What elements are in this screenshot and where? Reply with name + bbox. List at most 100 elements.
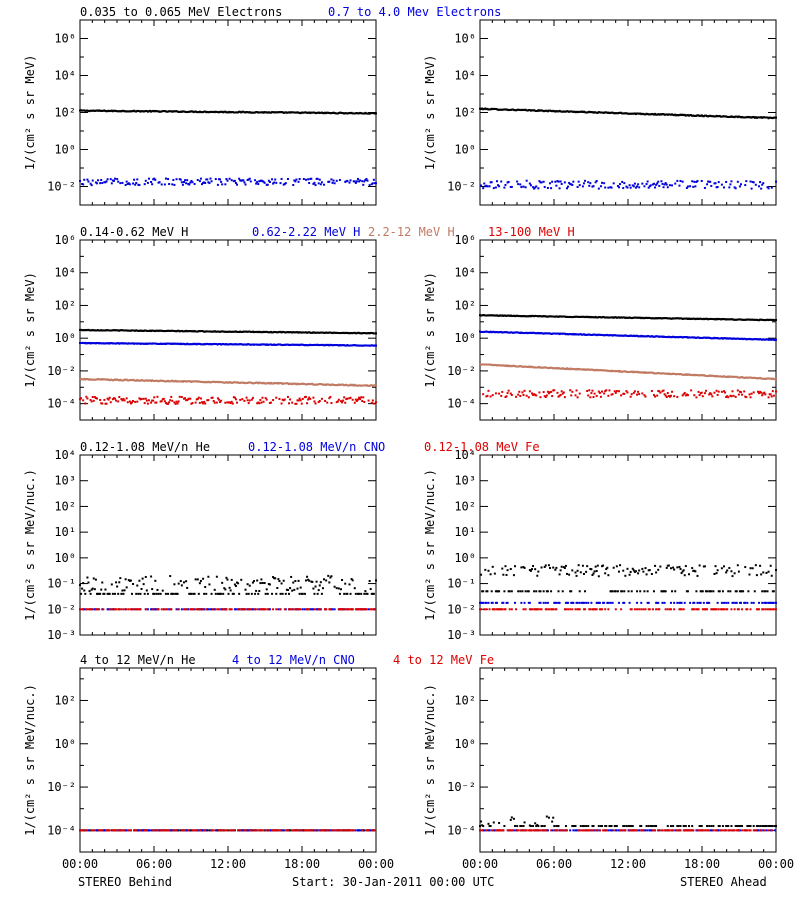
data-point [596,333,599,336]
data-point [537,109,540,112]
data-point [608,370,611,373]
data-point [342,331,345,334]
data-point [536,366,539,369]
data-point [286,343,289,346]
data-point [268,331,271,334]
data-point [330,829,333,832]
data-point [250,111,253,114]
data-point [98,378,101,381]
data-point [601,369,604,372]
data-point [275,331,278,334]
data-point [209,381,212,384]
data-point [289,829,292,832]
data-point [708,393,711,396]
data-point [754,377,757,380]
data-point [122,592,125,595]
data-point [186,399,189,402]
data-point [339,344,342,347]
data-point [191,181,194,184]
data-point [134,829,137,832]
data-point [193,343,196,346]
data-point [104,342,107,345]
data-point [310,580,313,583]
data-point [667,395,670,398]
data-point [764,319,767,322]
data-point [155,592,158,595]
data-point [205,330,208,333]
data-point [560,315,563,318]
data-point [546,110,549,113]
data-point [202,330,205,333]
data-point [762,392,765,395]
data-point [170,329,173,332]
data-point [364,608,367,611]
data-point [491,601,494,604]
data-point [165,110,168,113]
data-point [686,394,689,397]
data-point [671,113,674,116]
data-point [576,185,579,188]
data-point [613,112,616,115]
data-point [86,178,89,181]
data-point [484,568,487,571]
data-point [228,586,231,589]
data-point [180,343,183,346]
data-point [545,315,548,318]
data-point [693,180,696,183]
data-point [363,400,366,403]
data-point [263,382,266,385]
data-point [277,111,280,114]
data-point [208,829,211,832]
data-point [342,344,345,347]
data-point [564,564,567,567]
data-point [728,566,731,569]
data-point [216,330,219,333]
data-point [586,316,589,319]
data-point [337,344,340,347]
data-point [275,343,278,346]
data-point [771,590,774,593]
data-point [290,331,293,334]
data-point [643,317,646,320]
data-point [141,329,144,332]
series-black-0 [79,574,377,595]
data-point [111,110,114,113]
data-point [743,390,746,393]
data-point [220,829,223,832]
data-point [498,392,501,395]
data-point [121,329,124,332]
data-point [494,331,497,334]
data-point [337,383,340,386]
data-point [611,111,614,114]
data-point [105,180,108,183]
data-point [701,395,704,398]
data-point [100,329,103,332]
data-point [230,330,233,333]
data-point [596,564,599,567]
data-point [90,588,93,591]
data-point [146,110,149,113]
data-point [209,342,212,345]
data-point [761,318,764,321]
data-point [185,399,188,402]
data-point [285,382,288,385]
data-point [342,608,345,611]
data-point [726,337,729,340]
data-point [141,342,144,345]
data-point [296,343,299,346]
data-point [739,318,742,321]
data-point [679,317,682,320]
y-axis-label: 1/(cm² s sr MeV/nuc.) [23,469,37,621]
data-point [375,401,377,404]
data-point [273,829,276,832]
data-point [186,342,189,345]
data-point [489,181,492,184]
data-point [678,601,681,604]
data-point [259,381,262,384]
data-point [555,367,558,370]
data-point [698,374,701,377]
row-title-electrons-0: 0.035 to 0.065 MeV Electrons [80,5,282,19]
data-point [657,568,660,571]
data-point [524,332,527,335]
